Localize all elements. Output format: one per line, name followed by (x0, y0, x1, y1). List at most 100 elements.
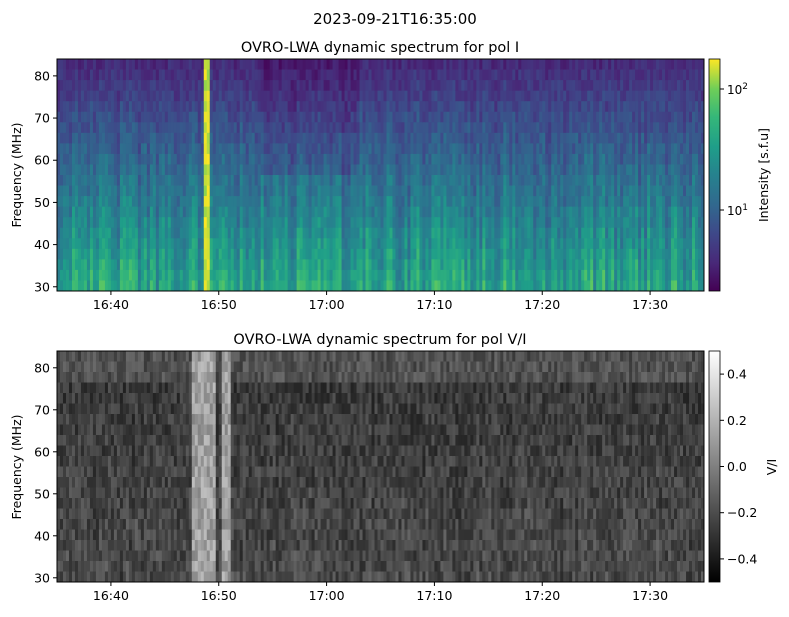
heatmap-cell (173, 143, 178, 155)
heatmap-cell (677, 248, 681, 260)
heatmap-cell (206, 153, 211, 165)
heatmap-cell (566, 164, 570, 176)
heatmap-cell (320, 101, 324, 113)
heatmap-cell (290, 196, 295, 208)
heatmap-cell (548, 143, 552, 155)
heatmap-cell (194, 90, 199, 102)
heatmap-cell (515, 143, 519, 155)
heatmap-cell (422, 175, 426, 186)
heatmap-cell (521, 132, 525, 144)
heatmap-cell (557, 90, 561, 102)
heatmap-cell (551, 259, 555, 271)
heatmap-cell (686, 175, 690, 186)
heatmap-cell (332, 132, 336, 144)
heatmap-cell (122, 69, 127, 81)
heatmap-cell (98, 111, 103, 123)
heatmap-cell (692, 206, 696, 218)
heatmap-cell (581, 196, 585, 208)
heatmap-cell (650, 122, 654, 134)
heatmap-cell (62, 424, 67, 436)
heatmap-cell (362, 164, 366, 176)
heatmap-cell (77, 238, 82, 250)
heatmap-cell (356, 143, 360, 155)
heatmap-cell (80, 185, 85, 197)
heatmap-cell (335, 90, 339, 102)
heatmap-cell (86, 238, 91, 250)
heatmap-cell (329, 59, 333, 70)
heatmap-cell (125, 153, 130, 165)
heatmap-cell (86, 206, 91, 218)
heatmap-cell (125, 206, 130, 218)
heatmap-cell (167, 69, 172, 81)
heatmap-cell (284, 69, 289, 81)
heatmap-cell (416, 153, 420, 165)
heatmap-cell (320, 196, 324, 208)
heatmap-cell (431, 69, 435, 81)
heatmap-cell (614, 122, 618, 134)
heatmap-cell (575, 101, 579, 113)
heatmap-cell (107, 59, 112, 70)
heatmap-cell (416, 90, 420, 102)
heatmap-cell (212, 164, 217, 176)
heatmap-cell (167, 248, 172, 260)
heatmap-cell (461, 259, 465, 271)
heatmap-cell (224, 111, 229, 123)
heatmap-cell (104, 185, 109, 197)
heatmap-cell (74, 238, 79, 250)
heatmap-cell (119, 164, 124, 176)
heatmap-cell (602, 259, 606, 271)
heatmap-cell (575, 122, 579, 134)
heatmap-cell (131, 280, 136, 292)
heatmap-cell (362, 101, 366, 113)
heatmap-cell (554, 269, 558, 281)
heatmap-cell (107, 153, 112, 165)
heatmap-cell (434, 101, 438, 113)
heatmap-cell (413, 143, 417, 155)
heatmap-cell (428, 143, 432, 155)
heatmap-cell (476, 175, 480, 186)
heatmap-cell (62, 259, 67, 271)
heatmap-cell (689, 217, 693, 229)
heatmap-cell (626, 269, 630, 281)
heatmap-cell (149, 101, 154, 113)
heatmap-cell (128, 185, 133, 197)
heatmap-cell (473, 217, 477, 229)
heatmap-cell (416, 132, 420, 144)
heatmap-cell (57, 424, 61, 436)
heatmap-cell (299, 59, 304, 70)
heatmap-cell (653, 269, 657, 281)
heatmap-cell (230, 90, 235, 102)
heatmap-cell (347, 206, 351, 218)
heatmap-cell (440, 280, 444, 292)
heatmap-cell (599, 69, 603, 81)
heatmap-cell (611, 122, 615, 134)
heatmap-cell (239, 111, 244, 123)
heatmap-cell (131, 101, 136, 113)
heatmap-cell (338, 143, 342, 155)
heatmap-cell (521, 59, 525, 70)
heatmap-cell (686, 143, 690, 155)
heatmap-cell (74, 90, 79, 102)
heatmap-cell (287, 217, 292, 229)
heatmap-cell (461, 122, 465, 134)
heatmap-cell (254, 153, 259, 165)
heatmap-cell (275, 259, 280, 271)
heatmap-cell (290, 101, 295, 113)
heatmap-cell (200, 80, 205, 92)
heatmap-cell (662, 143, 666, 155)
heatmap-cell (155, 175, 160, 186)
heatmap-cell (431, 175, 435, 186)
heatmap-cell (674, 101, 678, 113)
heatmap-cell (110, 280, 115, 292)
heatmap-cell (260, 248, 265, 260)
heatmap-cell (416, 185, 420, 197)
heatmap-cell (683, 143, 687, 155)
heatmap-cell (62, 122, 67, 134)
heatmap-cell (251, 227, 256, 239)
heatmap-cell (146, 153, 151, 165)
heatmap-cell (65, 487, 70, 499)
heatmap-cell (60, 69, 64, 81)
heatmap-cell (683, 227, 687, 239)
heatmap-cell (665, 227, 669, 239)
heatmap-cell (146, 175, 151, 186)
